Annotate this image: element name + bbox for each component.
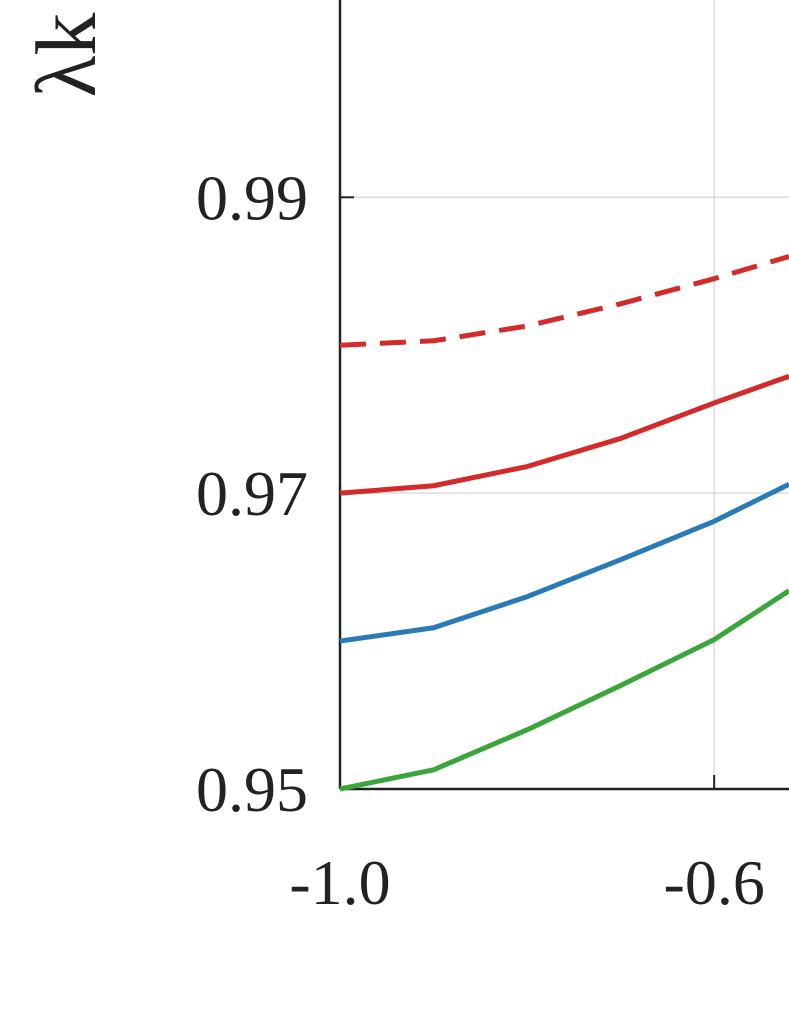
y-tick-label: 0.99 [196,162,308,233]
y-tick-label: 0.95 [196,754,308,825]
series-line [339,373,789,496]
x-tick-label: -1.0 [289,847,390,918]
x-tick-label: -0.6 [664,847,765,918]
y-tick-label: 0.97 [196,458,308,529]
series-line [339,588,789,792]
y-axis-label: λk [18,13,114,98]
series-line [339,482,789,644]
series-line [339,254,789,348]
